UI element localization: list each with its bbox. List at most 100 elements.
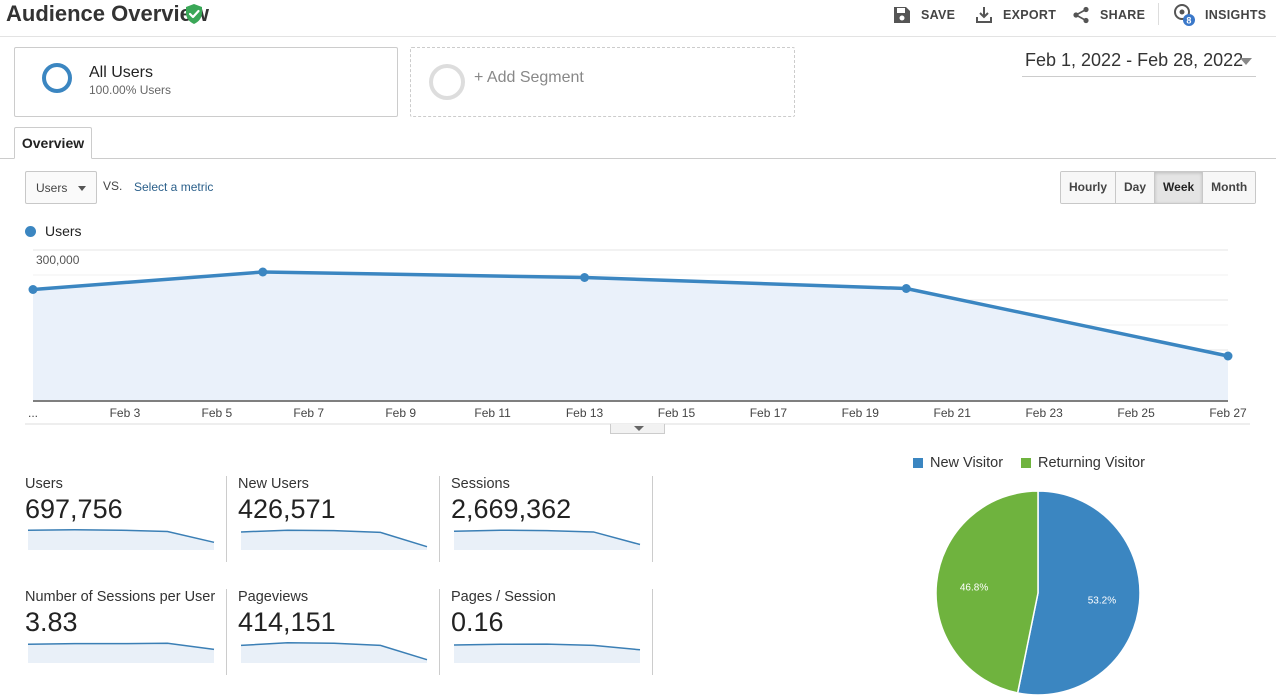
tab-overview[interactable]: Overview [14, 127, 92, 159]
add-segment-button[interactable]: + Add Segment [410, 47, 795, 117]
export-button[interactable]: EXPORT [975, 4, 1056, 26]
metric-value: 3.83 [25, 607, 78, 637]
metric-label: Pages / Session [451, 589, 556, 605]
month-button[interactable]: Month [1202, 172, 1256, 203]
segment-name: All Users [89, 64, 154, 81]
metric-sparkline [453, 643, 641, 663]
sparkline-line [27, 642, 215, 651]
x-tick-label: Feb 15 [658, 406, 696, 420]
legend-swatch [913, 458, 923, 468]
x-tick-label: Feb 25 [1117, 406, 1155, 420]
x-tick-label: Feb 17 [750, 406, 788, 420]
visitor-type-pie-chart: 53.2% 46.8% [935, 490, 1141, 696]
metric-label: Sessions [451, 476, 510, 492]
series-legend-label: Users [45, 223, 82, 239]
insights-button[interactable]: 8 INSIGHTS [1173, 4, 1266, 26]
verified-shield-icon [186, 4, 202, 24]
pie-legend-returning-visitor: Returning Visitor [1021, 455, 1145, 471]
insights-badge: 8 [1186, 16, 1191, 26]
share-label: SHARE [1100, 8, 1146, 22]
metric-value: 414,151 [238, 607, 336, 637]
pie-slice-label: 46.8% [960, 583, 988, 594]
metric-sparkline [240, 529, 428, 550]
sparkline-area [28, 643, 214, 663]
segment-ring-icon [42, 63, 72, 93]
chevron-down-icon [634, 426, 644, 431]
sparkline-area [454, 530, 640, 550]
x-tick-label: Feb 5 [202, 406, 233, 420]
export-label: EXPORT [1003, 8, 1057, 22]
data-point [28, 285, 38, 294]
hourly-button[interactable]: Hourly [1061, 172, 1116, 203]
metric-label: Users [25, 476, 63, 492]
sparkline-line [453, 529, 641, 546]
metric-sparkline [453, 529, 641, 550]
metric-divider [226, 476, 227, 562]
sparkline-line [27, 529, 215, 544]
legend-label: New Visitor [930, 455, 1004, 471]
x-tick-label: Feb 19 [842, 406, 880, 420]
add-segment-label: + Add Segment [474, 69, 584, 86]
week-button[interactable]: Week [1154, 172, 1203, 203]
save-icon [894, 7, 910, 23]
pie-legend-new-visitor: New Visitor [913, 455, 1003, 471]
x-tick-label: Feb 9 [385, 406, 416, 420]
data-point [1223, 351, 1233, 361]
metric-label: Number of Sessions per User [25, 589, 216, 605]
data-point [580, 273, 590, 282]
x-tick-label: Feb 7 [293, 406, 324, 420]
pie-slice [1016, 490, 1141, 696]
sparkline-line [240, 529, 428, 548]
save-button[interactable]: SAVE [893, 4, 955, 26]
legend-label: Returning Visitor [1038, 455, 1145, 471]
metric-value: 697,756 [25, 494, 123, 524]
metric-value: 0.16 [451, 607, 504, 637]
segment-subtitle: 100.00% Users [89, 83, 172, 97]
x-tick-label: Feb 3 [110, 406, 141, 420]
metric-dropdown[interactable]: Users [25, 171, 97, 204]
segment-all-users[interactable]: All Users 100.00% Users [14, 47, 398, 117]
series-legend-dot [25, 226, 36, 237]
granularity-toggle: Hourly Day Week Month [1060, 171, 1257, 204]
metric-value: 2,669,362 [451, 494, 572, 524]
y-tick-label: 300,000 [36, 253, 80, 267]
series-area [33, 272, 1228, 400]
metric-dropdown-value: Users [36, 181, 68, 195]
x-tick-label: Feb 27 [1209, 406, 1247, 420]
metric-divider [439, 589, 440, 675]
sparkline-area [241, 530, 427, 550]
select-metric-link[interactable]: Select a metric [134, 180, 214, 194]
x-tick-label: Feb 21 [934, 406, 972, 420]
save-label: SAVE [921, 8, 956, 22]
vs-label: VS. [103, 179, 123, 193]
date-range-text: Feb 1, 2022 - Feb 28, 2022 [1025, 50, 1244, 70]
legend-swatch [1021, 458, 1031, 468]
x-tick-label: Feb 13 [566, 406, 604, 420]
sparkline-area [241, 642, 427, 663]
metric-divider [226, 589, 227, 675]
pie-slice [935, 490, 1039, 694]
toolbar-divider [1158, 3, 1159, 25]
metric-divider [439, 476, 440, 562]
day-button[interactable]: Day [1115, 172, 1155, 203]
chart-collapse-toggle[interactable] [610, 424, 665, 434]
metric-sparkline [27, 529, 215, 550]
sparkline-line [453, 643, 641, 651]
sparkline-area [28, 529, 214, 550]
sparkline-line [240, 642, 428, 661]
sparkline-area [454, 644, 640, 663]
pie-slice-label: 53.2% [1088, 595, 1116, 606]
empty-segment-ring-icon [429, 64, 465, 100]
top-toolbar: Audience Overview SAVE EXPORT SHARE 8 IN… [0, 0, 1276, 37]
chevron-down-icon [78, 186, 86, 191]
x-tick-label: ... [28, 406, 38, 420]
metric-divider [652, 476, 653, 562]
insights-label: INSIGHTS [1205, 8, 1267, 22]
x-tick-label: Feb 23 [1025, 406, 1063, 420]
share-button[interactable]: SHARE [1072, 4, 1145, 26]
download-icon [976, 7, 992, 23]
date-range-picker[interactable]: Feb 1, 2022 - Feb 28, 2022 [1022, 46, 1256, 77]
metric-divider [652, 589, 653, 675]
x-tick-label: Feb 11 [474, 406, 511, 420]
